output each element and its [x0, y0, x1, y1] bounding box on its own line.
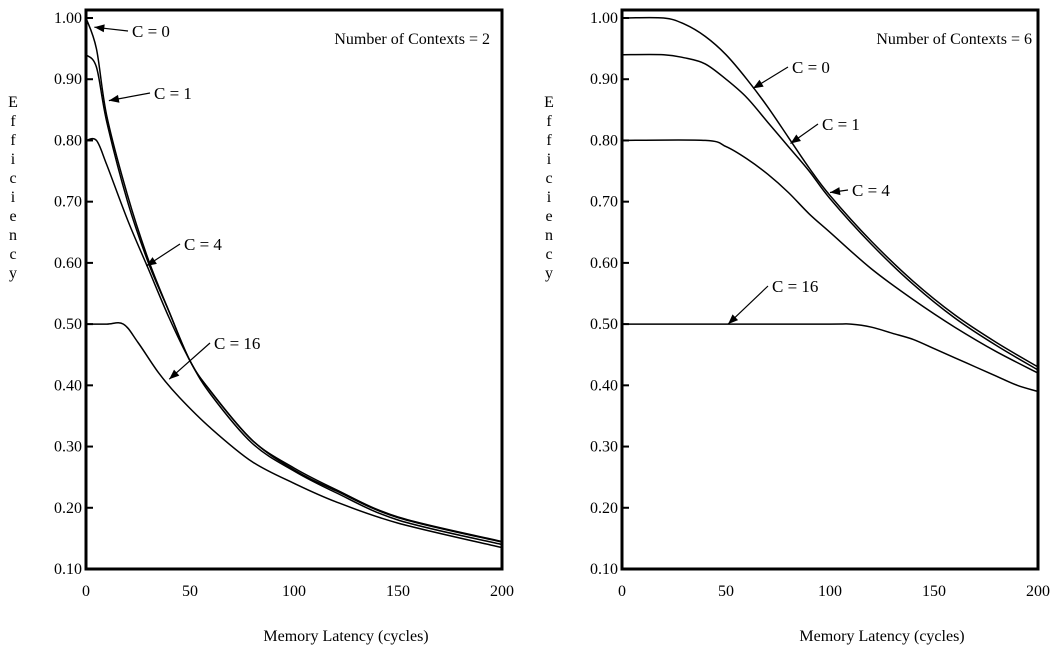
series-line-c1 [621, 53, 1039, 371]
curve-label-c0: C = 0 [132, 22, 170, 41]
curve-annotations: C = 0 C = 1 C = 4 C = 16 [94, 22, 260, 380]
y-tick-label: 0.70 [590, 194, 618, 211]
curve-label-c1: C = 1 [822, 115, 860, 134]
x-tick-label: 200 [490, 583, 514, 600]
y-tick-label: 0.60 [54, 255, 82, 272]
y-tick-label: 1.00 [590, 10, 618, 27]
y-axis-title-char: E [544, 94, 554, 111]
x-tick-labels: 0 50 100 150 200 [82, 583, 514, 600]
x-tick-label: 50 [718, 583, 734, 600]
y-axis-title-char: n [9, 227, 17, 244]
curve-label-c16: C = 16 [214, 334, 260, 353]
annotation-arrowhead [830, 187, 841, 196]
series-lines [621, 16, 1039, 393]
curve-label-c1: C = 1 [154, 84, 192, 103]
y-axis-title-char: i [547, 189, 552, 206]
annotation-arrowhead [94, 24, 105, 33]
y-tick-label: 0.70 [54, 194, 82, 211]
x-tick-label: 0 [618, 583, 626, 600]
y-axis-title-char: f [10, 113, 16, 130]
y-tick-label: 1.00 [54, 10, 82, 27]
x-axis-title: Memory Latency (cycles) [799, 628, 964, 645]
y-axis-title-char: c [545, 170, 552, 187]
y-axis-title-char: c [545, 246, 552, 263]
series-lines [85, 17, 503, 549]
series-line-c1 [85, 54, 503, 543]
curve-label-c0: C = 0 [792, 58, 830, 77]
y-tick-label: 0.60 [590, 255, 618, 272]
y-tick-label: 0.50 [590, 316, 618, 333]
x-axis-title: Memory Latency (cycles) [263, 628, 428, 645]
y-axis-title-char: c [9, 246, 16, 263]
y-tick-label: 0.50 [54, 316, 82, 333]
panel-title: Number of Contexts = 2 [334, 31, 490, 48]
y-axis-title-char: i [11, 151, 16, 168]
x-tick-label: 200 [1026, 583, 1050, 600]
y-axis-title-char: f [10, 132, 16, 149]
y-tick-label: 0.10 [54, 561, 82, 578]
y-tick-label: 0.90 [590, 71, 618, 88]
y-tick-label: 0.10 [590, 561, 618, 578]
series-line-c0 [621, 16, 1039, 368]
curve-label-c4: C = 4 [184, 235, 222, 254]
annotation-arrowhead [146, 257, 157, 266]
curve-label-c16: C = 16 [772, 277, 818, 296]
series-line-c4 [621, 139, 1039, 374]
annotation-arrowhead [790, 134, 801, 144]
x-tick-labels: 0 50 100 150 200 [618, 583, 1050, 600]
x-tick-label: 150 [922, 583, 946, 600]
y-tick-label: 0.30 [590, 439, 618, 456]
y-tick-label: 0.20 [54, 500, 82, 517]
series-line-c16 [621, 323, 1039, 393]
curve-label-c4: C = 4 [852, 181, 890, 200]
curve-annotations: C = 0 C = 1 C = 4 C = 16 [727, 58, 890, 325]
y-axis-title-char: e [545, 208, 552, 225]
y-tick-label: 0.80 [54, 132, 82, 149]
panel-title: Number of Contexts = 6 [876, 31, 1032, 48]
y-axis-title-char: f [546, 132, 552, 149]
series-line-c0 [85, 17, 503, 543]
annotation-arrowhead [753, 79, 764, 89]
y-axis-title-char: c [9, 170, 16, 187]
y-axis-title-char: y [9, 265, 17, 282]
x-tick-label: 150 [386, 583, 410, 600]
y-axis-title-char: i [11, 189, 16, 206]
y-tick-label: 0.80 [590, 132, 618, 149]
x-tick-label: 50 [182, 583, 198, 600]
y-tick-label: 0.30 [54, 439, 82, 456]
y-tick-label: 0.40 [590, 377, 618, 394]
y-tick-label: 0.90 [54, 71, 82, 88]
y-axis-title-char: i [547, 151, 552, 168]
plot-frame [620, 8, 1040, 571]
annotation-arrowhead [108, 94, 120, 103]
y-axis-title-char: n [545, 227, 553, 244]
y-tick-label: 0.20 [590, 500, 618, 517]
plot-frame [84, 8, 504, 571]
x-tick-label: 0 [82, 583, 90, 600]
annotation-arrowhead [728, 314, 739, 325]
y-tick-label: 0.40 [54, 377, 82, 394]
series-line-c4 [85, 137, 503, 546]
x-tick-label: 100 [818, 583, 842, 600]
series-line-c16 [85, 321, 503, 549]
y-axis-title-char: E [8, 94, 18, 111]
annotation-arrowhead [169, 369, 180, 380]
y-tick-labels: 0.10 0.20 0.30 0.40 0.50 0.60 0.70 0.80 0.90 1.00 [54, 10, 93, 578]
y-axis-title-char: f [546, 113, 552, 130]
y-axis-title-char: e [9, 208, 16, 225]
x-tick-label: 100 [282, 583, 306, 600]
y-axis-title-char: y [545, 265, 553, 282]
